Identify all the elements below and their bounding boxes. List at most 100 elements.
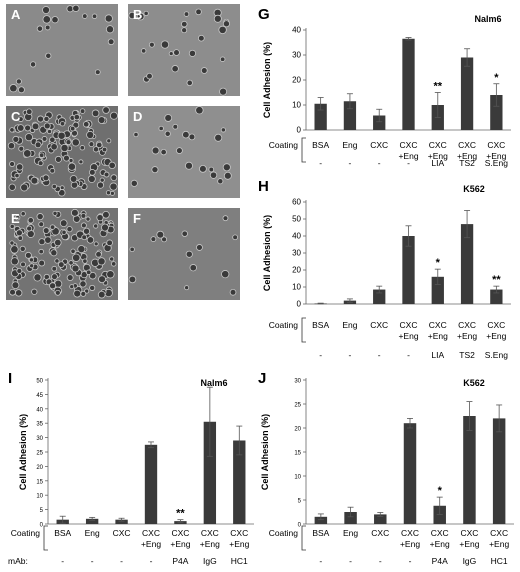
cell-body [129,276,136,283]
cell-body [58,132,65,139]
cell-body [72,139,80,146]
cell-body [52,227,59,235]
cell-body [97,214,103,221]
cell-body [182,131,189,138]
category-label: +Eng [457,151,477,161]
cell-body [18,117,23,122]
category-label: CXC [400,140,418,150]
panel-label-f: F [133,211,141,226]
cell-body [29,258,34,262]
y-tick-label: 60 [292,198,301,207]
cell-body [96,251,101,257]
category-label: BSA [312,140,329,150]
cell-body [198,35,204,41]
cell-body [103,107,110,114]
coating-bracket [301,525,306,551]
cell-body [11,258,19,265]
cell-body [88,175,95,183]
cell-body [63,155,70,161]
cell-body [182,231,188,237]
cell-body [223,21,230,27]
cell-body [49,137,55,143]
cell-body [187,80,193,86]
cell-body [86,217,90,221]
cell-body [51,143,57,150]
cell-body [89,142,94,147]
category-label: Eng [85,528,100,538]
treatment-label: LIA [431,158,444,168]
bar [314,516,328,524]
category-label: CXC [458,140,476,150]
category-label: Eng [342,320,357,330]
cell-body [210,172,217,179]
category-label: CXC [487,140,505,150]
bar [490,289,503,304]
cell-body [10,224,14,229]
cell-body [173,124,178,129]
y-tick-label: 40 [36,407,43,413]
cell-body [58,262,64,268]
treatment-label: IgG [203,556,217,566]
cell-body [71,209,78,216]
cell-body [81,223,87,228]
cell-body [66,140,71,145]
cell-body [109,162,116,169]
cell-body [219,26,226,34]
cell-body [230,289,236,295]
cell-body [110,112,118,119]
cell-body [223,216,228,221]
coating-row-label: Coating [269,140,299,150]
y-tick-label: 25 [294,403,301,409]
cell-body [147,73,152,79]
y-tick-label: 5 [298,499,302,505]
cell-body [53,211,57,216]
cell-body [10,241,14,245]
y-tick-label: 0 [40,523,44,529]
significance-marker: * [438,485,443,497]
cell-body [47,129,52,134]
cell-body [12,282,19,289]
bar [233,440,246,524]
cell-body [186,251,192,257]
cell-body [44,274,50,280]
bar [203,421,217,524]
cell-body [27,230,34,238]
bar [402,38,415,130]
cell-body [61,144,68,152]
cell-body [44,237,51,243]
cell-body [45,25,50,30]
cell-body [50,225,55,230]
category-label: +Eng [398,151,418,161]
cell-body [81,213,86,218]
y-tick-label: 0 [297,300,302,309]
cell-body [52,16,58,23]
cell-body [72,265,79,272]
significance-marker: * [436,257,441,269]
cell-body [43,175,49,181]
bar [431,276,444,304]
cell-body [189,134,195,140]
cell-body [68,163,76,170]
cell-body [70,126,75,131]
coating-bracket [301,137,306,163]
cell-body [91,259,99,267]
cell-body [96,142,102,148]
treatment-label: - [407,158,410,168]
cell-body [137,13,144,20]
cell-body [42,136,47,141]
cell-body [74,290,81,297]
cell-body [29,264,34,268]
cell-body [176,148,182,154]
cell-body [21,184,28,191]
cell-body [94,242,98,246]
cell-body [108,39,114,45]
y-tick-label: 20 [36,465,43,471]
cell-body [39,239,45,245]
y-axis-label: Cell Adhesion (%) [262,42,272,118]
cell-body [107,226,114,233]
bar [403,423,417,524]
category-label: BSA [312,528,329,538]
cell-body [60,121,65,126]
cell-body [233,235,238,240]
cell-body [92,110,99,117]
